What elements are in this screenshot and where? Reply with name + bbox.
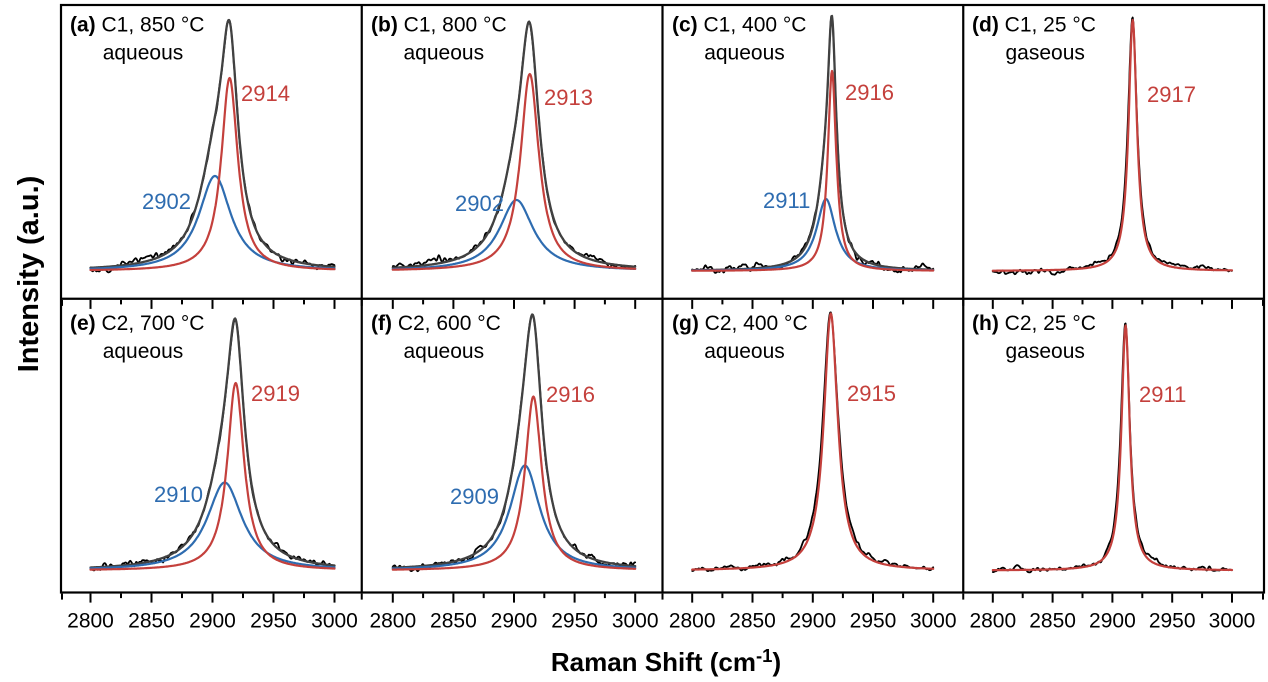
svg-text:2850: 2850 xyxy=(128,610,175,633)
svg-text:(a) C1, 850 °C: (a) C1, 850 °C xyxy=(70,14,204,37)
svg-text:2950: 2950 xyxy=(850,610,897,633)
svg-text:2916: 2916 xyxy=(845,80,894,105)
svg-text:2911: 2911 xyxy=(763,188,810,213)
svg-text:(h) C2, 25 °C: (h) C2, 25 °C xyxy=(972,312,1096,335)
svg-text:gaseous: gaseous xyxy=(1005,340,1084,363)
svg-text:(g) C2, 400 °C: (g) C2, 400 °C xyxy=(672,312,808,335)
svg-text:3000: 3000 xyxy=(311,610,358,633)
svg-text:2800: 2800 xyxy=(369,610,416,633)
svg-text:2950: 2950 xyxy=(1149,610,1196,633)
svg-text:2800: 2800 xyxy=(969,610,1016,633)
svg-text:aqueous: aqueous xyxy=(404,42,485,65)
svg-text:Intensity (a.u.): Intensity (a.u.) xyxy=(13,176,45,373)
svg-text:2919: 2919 xyxy=(251,381,300,406)
svg-text:2910: 2910 xyxy=(154,482,203,507)
svg-text:2914: 2914 xyxy=(241,81,290,106)
svg-text:aqueous: aqueous xyxy=(704,42,785,65)
svg-text:aqueous: aqueous xyxy=(103,42,184,65)
svg-text:3000: 3000 xyxy=(612,610,659,633)
svg-text:2913: 2913 xyxy=(544,85,593,110)
svg-text:2850: 2850 xyxy=(729,610,776,633)
svg-text:2902: 2902 xyxy=(142,189,191,214)
svg-text:2902: 2902 xyxy=(455,191,504,216)
svg-text:(d) C1, 25 °C: (d) C1, 25 °C xyxy=(972,14,1096,37)
svg-text:2900: 2900 xyxy=(789,610,836,633)
svg-text:aqueous: aqueous xyxy=(103,340,184,363)
svg-text:2909: 2909 xyxy=(450,484,499,509)
svg-text:2916: 2916 xyxy=(546,382,595,407)
svg-text:2850: 2850 xyxy=(1029,610,1076,633)
svg-text:3000: 3000 xyxy=(910,610,957,633)
svg-text:2950: 2950 xyxy=(250,610,297,633)
svg-text:2850: 2850 xyxy=(430,610,477,633)
svg-text:(b) C1, 800 °C: (b) C1, 800 °C xyxy=(371,14,507,37)
svg-text:aqueous: aqueous xyxy=(704,340,785,363)
svg-text:2911: 2911 xyxy=(1139,382,1186,407)
svg-text:gaseous: gaseous xyxy=(1005,42,1084,65)
svg-text:Raman Shift (cm-1): Raman Shift (cm-1) xyxy=(551,645,781,677)
svg-text:(f) C2, 600 °C: (f) C2, 600 °C xyxy=(371,312,501,335)
svg-text:2900: 2900 xyxy=(189,610,236,633)
svg-text:2900: 2900 xyxy=(491,610,538,633)
svg-text:2900: 2900 xyxy=(1089,610,1136,633)
svg-text:aqueous: aqueous xyxy=(404,340,485,363)
svg-text:(e) C2, 700 °C: (e) C2, 700 °C xyxy=(70,312,204,335)
svg-text:2950: 2950 xyxy=(551,610,598,633)
svg-text:2800: 2800 xyxy=(67,610,114,633)
svg-text:(c) C1, 400 °C: (c) C1, 400 °C xyxy=(672,14,806,37)
svg-text:3000: 3000 xyxy=(1209,610,1256,633)
svg-text:2917: 2917 xyxy=(1147,82,1196,107)
svg-text:2800: 2800 xyxy=(669,610,716,633)
svg-text:2915: 2915 xyxy=(847,381,896,406)
